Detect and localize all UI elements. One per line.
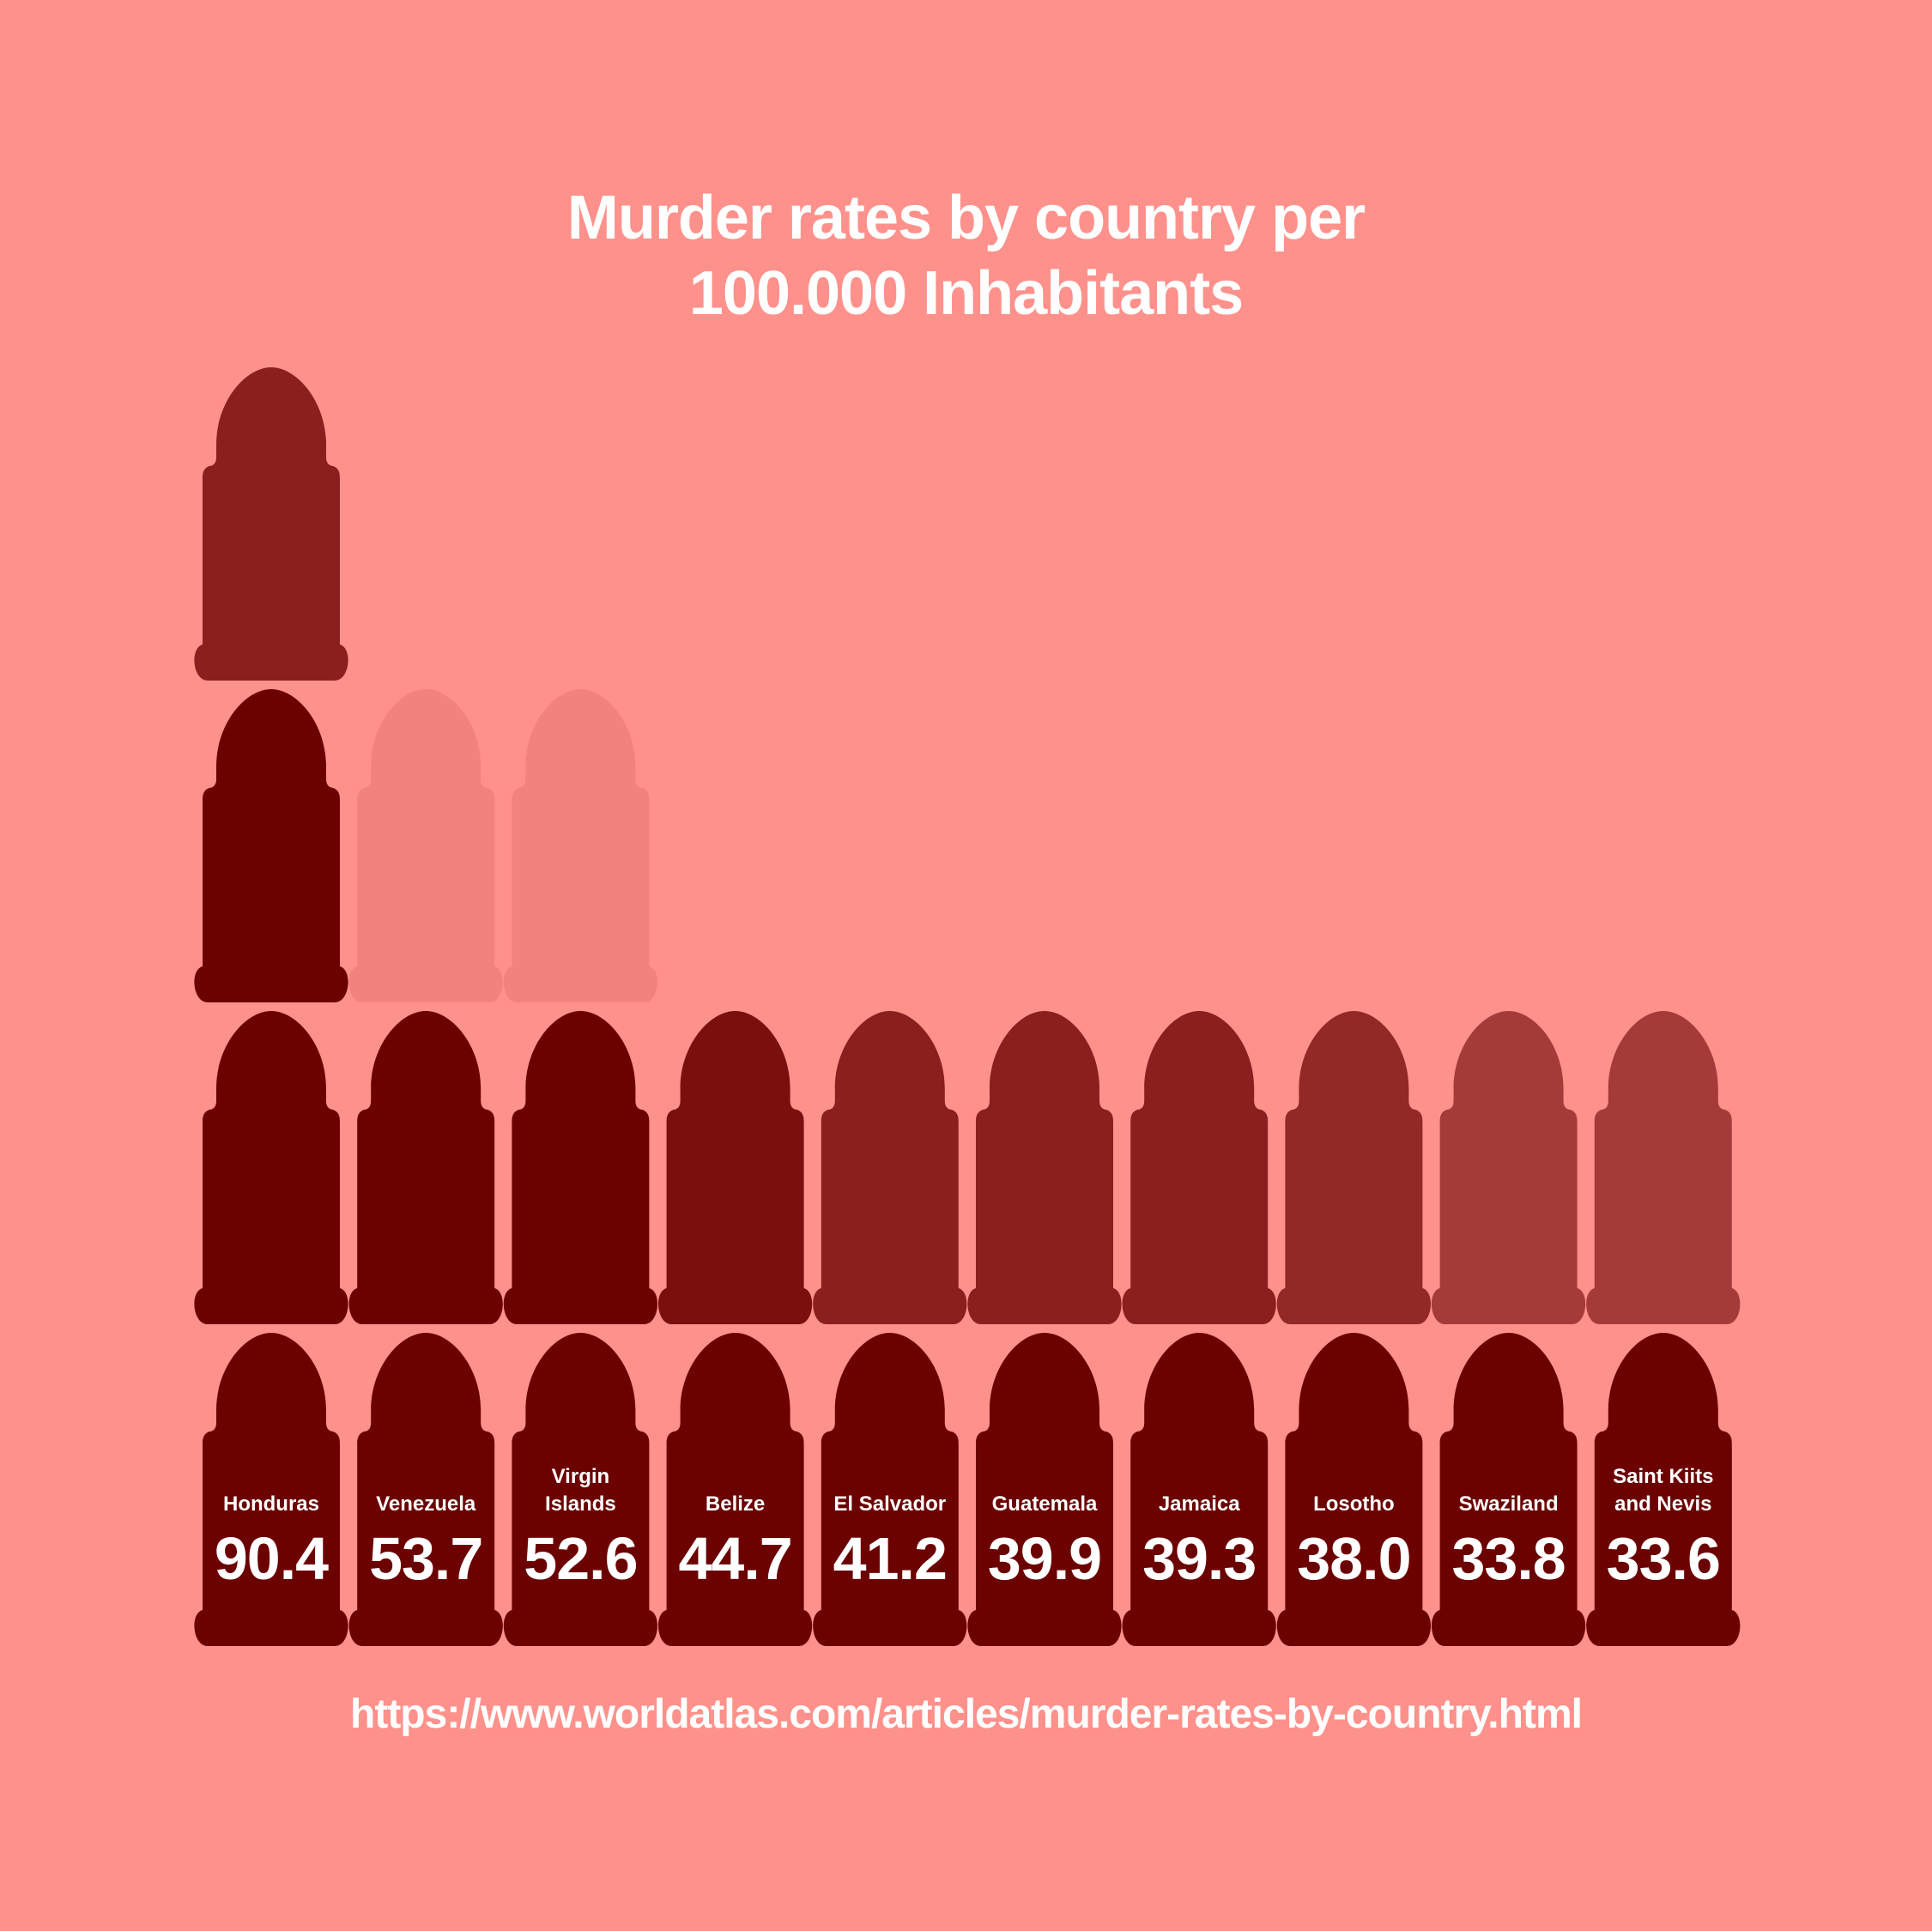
category-label-5: El Salvador xyxy=(833,1492,946,1516)
category-label-10-line-2: and Nevis xyxy=(1614,1492,1711,1516)
bullet-labels: Honduras 90.4 Venezuela 53.7 Virgin Islands 52… xyxy=(215,1465,1721,1592)
bullet-4-1 xyxy=(657,1333,813,1646)
source-url: https://www.worldatlas.com/articles/murd… xyxy=(350,1692,1583,1737)
bullet-3-1 xyxy=(503,1333,658,1646)
bullet-2-2 xyxy=(348,1011,503,1324)
bullet-10-1 xyxy=(1586,1333,1741,1646)
bullet-8-1 xyxy=(1276,1333,1432,1646)
category-label-6: Guatemala xyxy=(992,1492,1098,1516)
value-label-8: 38.0 xyxy=(1297,1525,1410,1592)
value-label-7: 39.3 xyxy=(1142,1525,1256,1592)
bullet-5-1 xyxy=(813,1333,967,1646)
category-label-3-line-2: Islands xyxy=(545,1492,616,1516)
bullet-2-3 xyxy=(348,689,503,1002)
bullet-3-2 xyxy=(503,1011,658,1324)
value-label-6: 39.9 xyxy=(988,1525,1101,1592)
chart-title-line-1: Murder rates by country per xyxy=(566,184,1366,252)
bullet-1-3 xyxy=(194,689,348,1002)
bullet-4-2 xyxy=(657,1011,813,1324)
bullet-1-1 xyxy=(194,1333,348,1646)
bullet-5-2 xyxy=(813,1011,967,1324)
category-label-9: Swaziland xyxy=(1459,1492,1559,1516)
value-label-5: 41.2 xyxy=(833,1525,947,1592)
category-label-1: Honduras xyxy=(223,1492,319,1516)
bullet-1-4 xyxy=(194,367,348,681)
bullet-9-2 xyxy=(1431,1011,1586,1324)
value-label-10: 33.6 xyxy=(1607,1525,1720,1592)
category-label-3-line-1: Virgin xyxy=(552,1465,610,1488)
chart-title: Murder rates by country per 100.000 Inha… xyxy=(0,180,1932,331)
bullet-1-2 xyxy=(194,1011,348,1324)
value-label-4: 44.7 xyxy=(678,1525,791,1592)
bullet-9-1 xyxy=(1431,1333,1586,1646)
bullet-6-2 xyxy=(967,1011,1122,1324)
value-label-2: 53.7 xyxy=(369,1525,482,1592)
value-label-1: 90.4 xyxy=(215,1525,329,1592)
category-label-8: Losotho xyxy=(1313,1492,1395,1516)
bullet-2-1 xyxy=(348,1333,503,1646)
value-label-3: 52.6 xyxy=(524,1525,637,1592)
bullet-7-1 xyxy=(1122,1333,1276,1646)
category-label-10-line-1: Saint Kiits xyxy=(1613,1465,1713,1488)
bullet-stacks xyxy=(194,367,1741,1646)
bullet-8-2 xyxy=(1276,1011,1432,1324)
bullet-3-3 xyxy=(503,689,658,1002)
bullet-7-2 xyxy=(1122,1011,1276,1324)
chart-title-line-2: 100.000 Inhabitants xyxy=(688,259,1244,328)
category-label-7: Jamaica xyxy=(1159,1492,1240,1516)
category-label-2: Venezuela xyxy=(376,1492,476,1516)
category-label-4: Belize xyxy=(706,1492,765,1516)
bullet-10-2 xyxy=(1586,1011,1741,1324)
bullet-6-1 xyxy=(967,1333,1122,1646)
value-label-9: 33.8 xyxy=(1451,1525,1565,1592)
